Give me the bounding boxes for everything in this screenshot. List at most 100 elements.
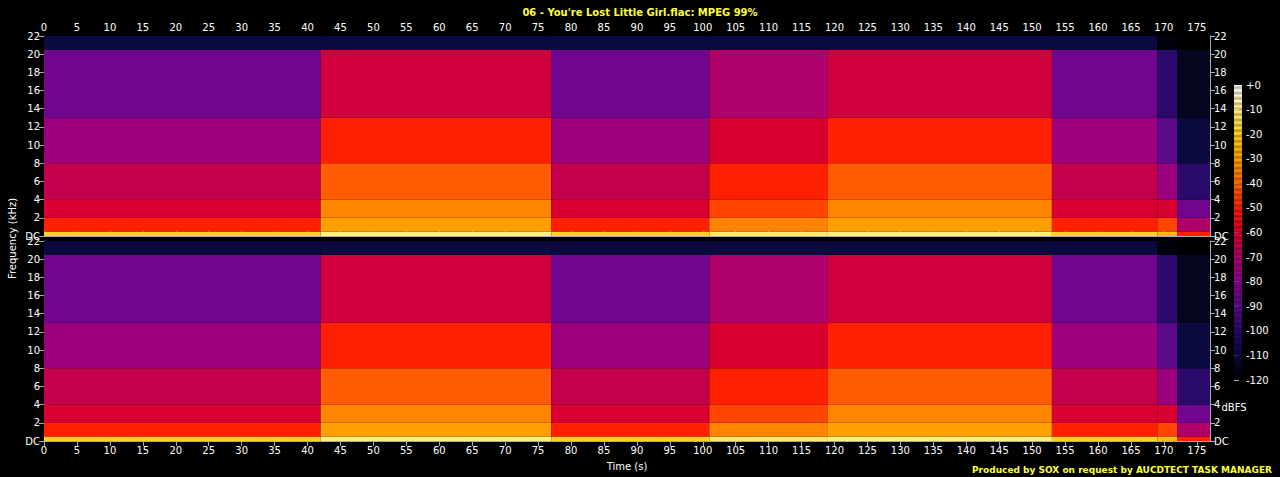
svg-text:+0: +0 [1246,80,1261,91]
svg-text:14: 14 [27,308,40,319]
svg-text:2: 2 [1214,417,1220,428]
svg-text:14: 14 [1214,103,1227,114]
svg-text:30: 30 [235,22,248,33]
svg-text:15: 15 [136,445,149,456]
svg-text:16: 16 [27,85,40,96]
svg-text:2: 2 [1214,212,1220,223]
svg-text:125: 125 [858,445,877,456]
svg-text:-110: -110 [1246,350,1269,361]
svg-text:12: 12 [1214,326,1227,337]
svg-text:135: 135 [924,445,943,456]
svg-text:14: 14 [1214,308,1227,319]
svg-text:85: 85 [598,445,611,456]
svg-text:115: 115 [792,22,811,33]
svg-text:65: 65 [466,22,479,33]
svg-text:160: 160 [1088,22,1107,33]
svg-text:5: 5 [74,445,80,456]
svg-text:10: 10 [1214,140,1227,151]
svg-text:0: 0 [41,445,47,456]
svg-text:8: 8 [1214,363,1220,374]
svg-text:6: 6 [1214,381,1220,392]
svg-text:140: 140 [957,445,976,456]
svg-text:22: 22 [27,31,40,42]
svg-text:70: 70 [499,445,512,456]
svg-text:110: 110 [759,22,778,33]
svg-text:95: 95 [663,22,676,33]
svg-text:12: 12 [1214,121,1227,132]
svg-text:115: 115 [792,445,811,456]
svg-text:65: 65 [466,445,479,456]
svg-text:8: 8 [34,158,40,169]
svg-text:10: 10 [27,140,40,151]
svg-text:-90: -90 [1246,301,1262,312]
svg-text:-100: -100 [1246,325,1269,336]
svg-text:-50: -50 [1246,202,1262,213]
svg-text:85: 85 [598,22,611,33]
svg-text:105: 105 [726,445,745,456]
svg-text:4: 4 [1214,399,1220,410]
svg-text:6: 6 [1214,176,1220,187]
svg-text:DC: DC [1214,436,1229,447]
svg-text:60: 60 [433,445,446,456]
svg-text:20: 20 [1214,254,1227,265]
svg-text:06 - You're Lost Little Girl.f: 06 - You're Lost Little Girl.flac: MPEG … [522,7,757,18]
svg-text:90: 90 [631,445,644,456]
svg-text:16: 16 [1214,290,1227,301]
svg-text:16: 16 [1214,85,1227,96]
svg-text:-120: -120 [1246,375,1269,386]
svg-text:20: 20 [1214,49,1227,60]
svg-text:20: 20 [169,22,182,33]
svg-text:40: 40 [301,22,314,33]
svg-text:150: 150 [1023,22,1042,33]
svg-text:75: 75 [532,22,545,33]
svg-text:16: 16 [27,290,40,301]
svg-text:120: 120 [825,445,844,456]
svg-text:165: 165 [1121,22,1140,33]
svg-text:145: 145 [990,445,1009,456]
svg-text:125: 125 [858,22,877,33]
svg-text:100: 100 [693,22,712,33]
svg-text:100: 100 [693,445,712,456]
svg-text:-40: -40 [1246,178,1262,189]
svg-text:10: 10 [1214,345,1227,356]
svg-text:155: 155 [1056,445,1075,456]
svg-text:80: 80 [565,445,578,456]
svg-text:4: 4 [34,194,40,205]
svg-text:22: 22 [1214,31,1227,42]
svg-text:Time (s): Time (s) [606,461,648,472]
svg-text:90: 90 [631,22,644,33]
svg-text:10: 10 [27,345,40,356]
svg-text:-60: -60 [1246,227,1262,238]
svg-text:12: 12 [27,121,40,132]
svg-text:150: 150 [1023,445,1042,456]
svg-text:8: 8 [1214,158,1220,169]
svg-text:-70: -70 [1246,252,1262,263]
svg-text:20: 20 [27,49,40,60]
svg-text:DC: DC [25,436,40,447]
svg-text:Frequency (kHz): Frequency (kHz) [7,198,18,279]
svg-text:dBFS: dBFS [1221,402,1246,413]
svg-text:18: 18 [1214,67,1227,78]
svg-text:2: 2 [34,212,40,223]
svg-text:110: 110 [759,445,778,456]
svg-text:12: 12 [27,326,40,337]
svg-text:5: 5 [74,22,80,33]
svg-text:14: 14 [27,103,40,114]
svg-text:-10: -10 [1246,104,1262,115]
svg-text:170: 170 [1154,22,1173,33]
svg-text:22: 22 [1214,236,1227,247]
svg-text:105: 105 [726,22,745,33]
svg-text:25: 25 [202,22,215,33]
svg-text:175: 175 [1187,22,1206,33]
svg-text:50: 50 [367,445,380,456]
svg-text:8: 8 [34,363,40,374]
svg-text:-30: -30 [1246,153,1262,164]
svg-text:130: 130 [891,445,910,456]
svg-text:155: 155 [1056,22,1075,33]
svg-text:55: 55 [400,445,413,456]
svg-text:170: 170 [1154,445,1173,456]
svg-text:35: 35 [268,445,281,456]
svg-text:50: 50 [367,22,380,33]
svg-text:45: 45 [334,445,347,456]
svg-text:10: 10 [104,445,117,456]
